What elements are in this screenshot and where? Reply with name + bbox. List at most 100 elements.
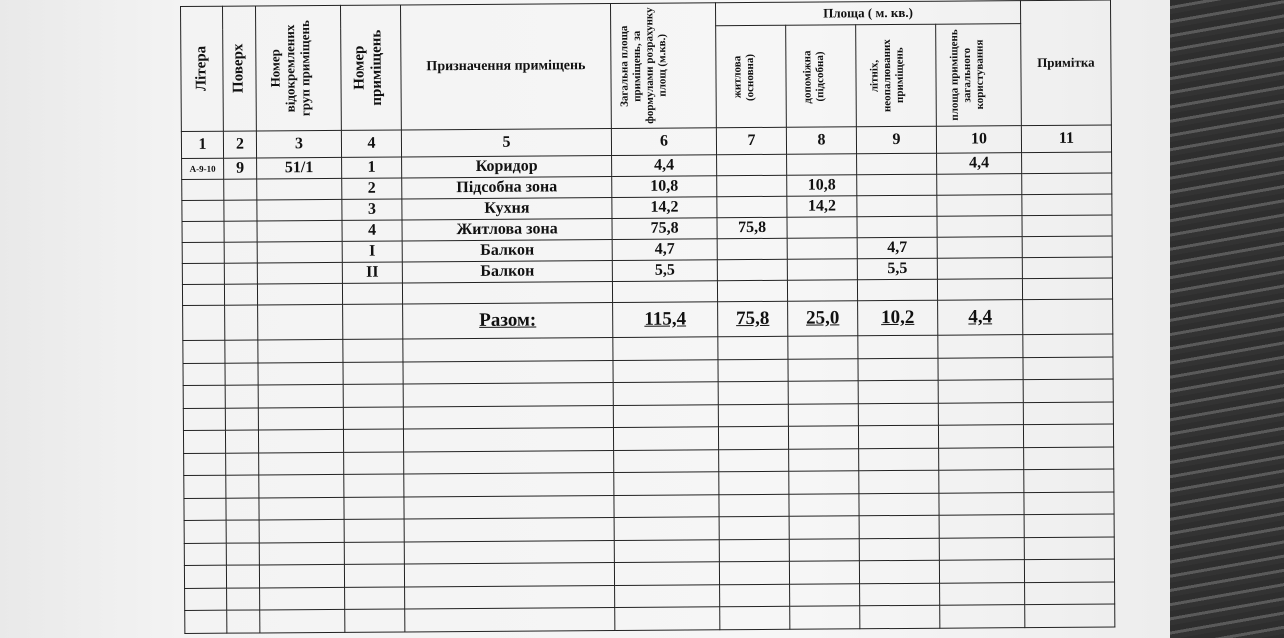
table-cell: [257, 220, 343, 242]
table-cell: 10,8: [611, 175, 717, 198]
table-cell: [787, 258, 858, 281]
table-cell: [256, 199, 343, 221]
table-cell: 4: [342, 219, 403, 242]
table-cell: [256, 178, 342, 200]
empty-cell: [257, 304, 343, 340]
table-cell: [1021, 172, 1112, 195]
table-cell: 10,8: [786, 174, 857, 197]
table-cell: [1022, 256, 1113, 279]
table-cell: [786, 216, 858, 239]
empty-cell: [1022, 298, 1113, 335]
table-cell: Коридор: [401, 155, 612, 178]
empty-cell: [182, 305, 225, 341]
header-room-number: Номер приміщень: [340, 4, 402, 131]
column-number: 5: [401, 128, 612, 157]
column-number: 2: [223, 130, 257, 159]
table-cell: 3: [341, 198, 402, 221]
table-cell: Кухня: [401, 197, 612, 220]
table-cell: 1: [341, 156, 402, 179]
table-cell: [181, 200, 225, 222]
column-number: 11: [1021, 125, 1112, 153]
header-total-area: Загальна площа приміщень, за формулами р…: [610, 2, 717, 129]
table-cell: Балкон: [402, 260, 613, 283]
table-cell: [856, 153, 937, 175]
column-number: 6: [611, 127, 717, 156]
table-cell: 75,8: [611, 217, 718, 240]
table-cell: [937, 236, 1023, 259]
table-cell: [1021, 193, 1112, 216]
total-c9: 10,2: [857, 300, 938, 336]
table-cell: [787, 237, 858, 260]
header-living: житлова (основна): [715, 25, 787, 128]
table-cell: [224, 262, 258, 285]
table-cell: [856, 216, 938, 238]
table-cell: Житлова зона: [401, 218, 613, 241]
table-cell: [716, 154, 787, 176]
table-cell: [936, 215, 1023, 238]
table-cell: 4,7: [857, 237, 938, 259]
table-cell: 5,5: [612, 259, 718, 282]
table-cell: [182, 242, 225, 264]
table-cell: I: [342, 240, 403, 263]
empty-cell: [224, 304, 258, 341]
document-page: [0, 0, 1200, 638]
empty-cell: [342, 303, 403, 340]
table-cell: Балкон: [402, 239, 613, 262]
table-cell: [181, 179, 224, 201]
table-cell: II: [342, 261, 403, 284]
table-cell: [1021, 152, 1112, 174]
table-cell: 4,4: [611, 154, 717, 177]
table-cell: [716, 196, 787, 218]
table-cell: [223, 178, 257, 201]
table-cell: [856, 174, 937, 196]
header-floor: Поверх: [222, 5, 257, 132]
room-explication-table: Літера Поверх Номер відокремлених груп п…: [180, 0, 1115, 633]
header-group-number: Номер відокремлених груп приміщень: [255, 5, 342, 131]
table-cell: 14,2: [611, 196, 717, 219]
table-cell: [224, 241, 258, 264]
column-number: 7: [716, 127, 787, 155]
table-cell: [257, 262, 343, 284]
header-purpose: Призначення приміщень: [400, 3, 612, 130]
table-cell: 9: [223, 157, 257, 180]
column-number: 9: [856, 126, 937, 154]
header-note: Примітка: [1020, 0, 1112, 126]
header-area-group: Площа ( м. кв.): [715, 0, 1021, 26]
total-label: Разом:: [402, 302, 613, 339]
table-cell: [1022, 235, 1113, 258]
column-number: 10: [936, 125, 1022, 154]
table-cell: [786, 153, 857, 176]
table-cell: [856, 195, 937, 217]
table-cell: [182, 263, 225, 285]
column-number: 8: [786, 126, 857, 155]
total-c7: 75,8: [717, 301, 788, 337]
header-summer: літніх, неопалюваних приміщень: [855, 24, 937, 127]
table-cell: [1021, 214, 1113, 237]
table-cell: А-9-10: [181, 158, 224, 180]
table-cell: 75,8: [716, 217, 788, 239]
background-fabric: [1170, 0, 1284, 638]
table-cell: [182, 221, 225, 243]
table-cell: [223, 199, 258, 222]
table-cell: [717, 238, 788, 260]
table-cell: [716, 175, 787, 197]
total-c10: 4,4: [937, 299, 1023, 336]
column-number: 3: [256, 130, 342, 158]
table-cell: 4,7: [612, 238, 718, 261]
header-common: площа приміщень загального користування: [935, 23, 1022, 127]
column-number: 4: [341, 129, 402, 158]
table-cell: 14,2: [786, 195, 857, 218]
table-cell: [717, 259, 788, 281]
table-cell: [936, 173, 1022, 196]
table-cell: [936, 194, 1022, 217]
table-cell: [257, 241, 343, 263]
table-cell: [937, 257, 1023, 280]
table-cell: 4,4: [936, 152, 1022, 175]
table-cell: 5,5: [857, 258, 938, 280]
header-litera: Літера: [180, 6, 224, 132]
table-cell: Підсобна зона: [401, 176, 612, 199]
header-auxiliary: допоміжна (підсобна): [785, 24, 857, 128]
column-number: 1: [181, 131, 224, 159]
total-c6: 115,4: [612, 301, 718, 338]
table-cell: [224, 220, 258, 243]
